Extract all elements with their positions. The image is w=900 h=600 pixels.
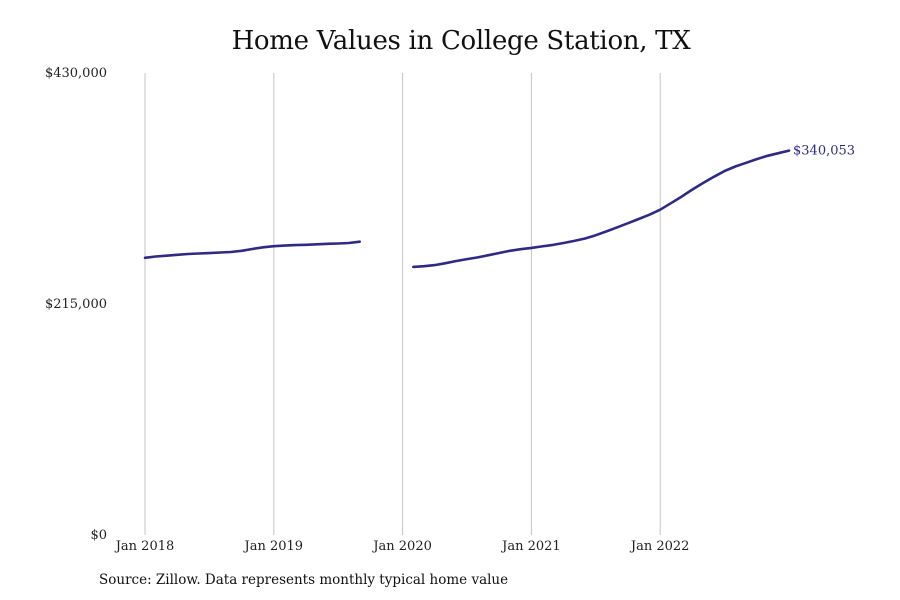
series-line-segment-1 — [143, 240, 361, 260]
series-line-segment-2 — [412, 149, 791, 269]
source-note: Source: Zillow. Data represents monthly … — [99, 572, 509, 588]
y-axis-labels: $0 $215,000 $430,000 — [45, 66, 107, 543]
y-tick-label: $430,000 — [45, 66, 107, 81]
x-tick-label: Jan 2018 — [114, 539, 175, 554]
last-value-label: $340,053 — [793, 144, 855, 159]
series-lines — [143, 149, 791, 269]
x-axis-labels: Jan 2018 Jan 2019 Jan 2020 Jan 2021 Jan 2022 — [114, 539, 690, 554]
x-tick-label: Jan 2020 — [371, 539, 432, 554]
chart-title: Home Values in College Station, TX — [231, 26, 691, 56]
y-tick-label: $215,000 — [45, 297, 107, 312]
x-tick-label: Jan 2021 — [500, 539, 561, 554]
x-tick-label: Jan 2019 — [243, 539, 304, 554]
gridlines — [144, 73, 661, 535]
y-tick-label: $0 — [90, 528, 107, 543]
x-tick-label: Jan 2022 — [629, 539, 690, 554]
